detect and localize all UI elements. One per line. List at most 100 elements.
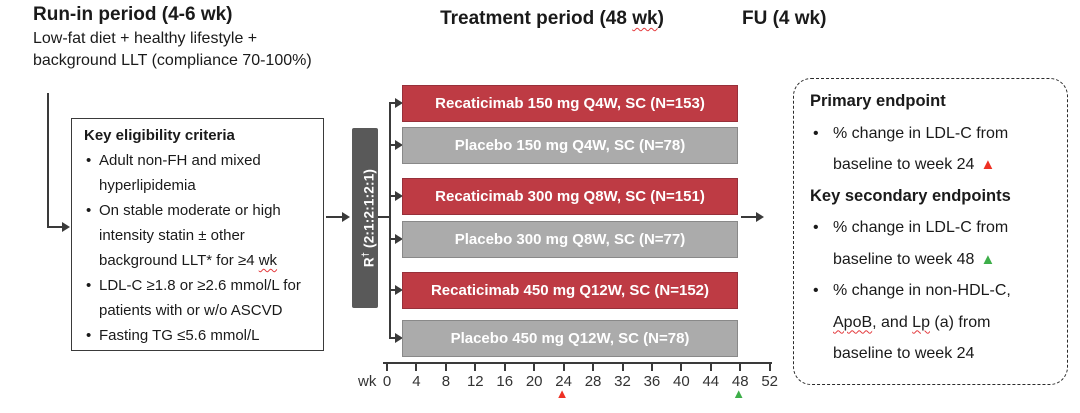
bullet-glyph: • — [813, 219, 819, 236]
eligibility-item-statin: • On stable moderate or high intensity s… — [84, 198, 315, 273]
week-axis: wk 0 4 8 12 16 20 24 28 32 36 40 44 48 52 ▲ ▲ — [358, 362, 780, 412]
axis-tick — [533, 362, 536, 371]
axis-tick-label: 40 — [673, 373, 690, 390]
endpoints-box: Primary endpoint • % change in LDL-C fro… — [793, 78, 1068, 385]
axis-tick-label: 8 — [441, 373, 451, 390]
axis-week24-red-triangle-icon: ▲ — [555, 386, 569, 401]
eligibility-to-r-arrowhead — [342, 212, 350, 222]
runin-arrowhead — [62, 222, 70, 232]
bars-to-endpoints-line — [741, 216, 757, 218]
arm-bar-recaticimab-300: Recaticimab 300 mg Q8W, SC (N=151) — [402, 178, 738, 215]
runin-connector-vline — [47, 93, 49, 228]
axis-tick — [474, 362, 477, 371]
eligibility-line: intensity statin ± other — [99, 227, 245, 244]
endpoint-wavy-word: Lp — [912, 313, 930, 331]
bullet-glyph: • — [86, 277, 92, 294]
primary-endpoint-list: • % change in LDL-C from baseline to wee… — [810, 118, 1055, 181]
axis-tick — [415, 362, 418, 371]
axis-tick — [768, 362, 771, 371]
branch-arrowhead — [395, 191, 403, 201]
arm-label: Placebo 300 mg Q8W, SC (N=77) — [454, 231, 686, 248]
treatment-period-title: Treatment period (48 wk) — [402, 8, 702, 30]
axis-tick — [650, 362, 653, 371]
axis-tick — [680, 362, 683, 371]
green-triangle-icon: ▲ — [980, 250, 996, 268]
followup-period-title: FU (4 wk) — [742, 8, 827, 29]
r-to-branch-line — [378, 216, 390, 218]
runin-period-subtitle: Low-fat diet + healthy lifestyle + backg… — [33, 28, 312, 72]
treatment-title-text: Treatment period (48 — [440, 8, 633, 29]
branch-vline — [389, 103, 391, 339]
axis-tick-label: 24 — [555, 373, 572, 390]
secondary-endpoint-item-apob: • % change in non-HDL-C, ApoB, and Lp (a… — [810, 275, 1055, 370]
endpoint-line: baseline to week 48 ▲ — [833, 244, 1055, 276]
axis-tick-label: 36 — [643, 373, 661, 390]
branch-arrowhead — [395, 333, 403, 343]
axis-tick-label: 28 — [584, 373, 602, 390]
endpoint-line: ApoB, and Lp (a) from — [833, 307, 1055, 339]
treatment-title-close: ) — [657, 8, 664, 29]
endpoint-line-text: (a) from — [929, 313, 991, 331]
axis-tick — [562, 362, 565, 371]
axis-tick-label: 48 — [731, 373, 749, 390]
axis-tick — [503, 362, 506, 371]
runin-period-title: Run-in period (4-6 wk) — [33, 4, 233, 25]
endpoint-wavy-word: ApoB — [833, 313, 873, 331]
axis-tick — [444, 362, 447, 371]
secondary-endpoint-item-ldlc: • % change in LDL-C from baseline to wee… — [810, 212, 1055, 275]
axis-tick — [621, 362, 624, 371]
axis-tick — [386, 362, 388, 371]
axis-tick-label: 12 — [466, 373, 484, 390]
bars-to-endpoints-arrowhead — [756, 212, 764, 222]
arm-bar-recaticimab-150: Recaticimab 150 mg Q4W, SC (N=153) — [402, 85, 738, 122]
axis-tick-label: 4 — [412, 373, 421, 390]
branch-line — [389, 144, 396, 146]
randomization-dagger: † — [360, 251, 370, 258]
eligibility-item-tg: • Fasting TG ≤5.6 mmol/L — [84, 323, 315, 348]
axis-tick-label: 0 — [382, 373, 392, 390]
arm-label: Placebo 150 mg Q4W, SC (N=78) — [454, 137, 686, 154]
eligibility-criteria-box: Key eligibility criteria • Adult non-FH … — [71, 118, 324, 351]
runin-connector-hline — [47, 226, 63, 228]
arm-label: Recaticimab 450 mg Q12W, SC (N=152) — [430, 282, 710, 299]
eligibility-title: Key eligibility criteria — [84, 127, 235, 144]
endpoint-line-text: , and — [872, 313, 913, 331]
branch-line — [389, 102, 396, 104]
axis-week48-green-triangle-icon: ▲ — [732, 386, 746, 401]
endpoint-line-text: baseline to week 24 — [833, 156, 975, 173]
branch-arrowhead — [395, 140, 403, 150]
arm-label: Recaticimab 300 mg Q8W, SC (N=151) — [435, 188, 705, 205]
runin-subtitle-line2: background LLT (compliance 70-100%) — [33, 52, 312, 69]
primary-endpoint-item: • % change in LDL-C from baseline to wee… — [810, 118, 1055, 181]
branch-line — [389, 289, 396, 291]
branch-line — [389, 195, 396, 197]
branch-arrowhead — [395, 98, 403, 108]
bullet-glyph: • — [813, 124, 819, 142]
eligibility-line: hyperlipidemia — [99, 177, 196, 194]
endpoint-line: baseline to week 24 — [833, 345, 975, 362]
arm-bar-placebo-300: Placebo 300 mg Q8W, SC (N=77) — [402, 221, 738, 258]
axis-tick — [592, 362, 595, 371]
bullet-glyph: • — [813, 282, 819, 299]
eligibility-line: Fasting TG ≤5.6 mmol/L — [99, 327, 260, 344]
arm-label: Placebo 450 mg Q12W, SC (N=78) — [450, 330, 690, 347]
eligibility-line: background LLT* for ≥4 wk — [99, 248, 315, 273]
axis-tick — [709, 362, 712, 371]
randomization-ratio: (2:1:2:1:2:1) — [361, 168, 377, 248]
randomization-box: R† (2:1:2:1:2:1) — [352, 128, 378, 308]
eligibility-item-nonfh: • Adult non-FH and mixed hyperlipidemia — [84, 148, 315, 198]
runin-subtitle-line1: Low-fat diet + healthy lifestyle + — [33, 30, 258, 47]
eligibility-line: patients with or w/o ASCVD — [99, 302, 283, 319]
endpoint-line: baseline to week 24 ▲ — [833, 149, 1055, 181]
axis-unit-label: wk — [358, 373, 377, 390]
endpoint-line: % change in LDL-C from — [833, 124, 1009, 142]
secondary-endpoints-title: Key secondary endpoints — [810, 186, 1011, 205]
bullet-glyph: • — [86, 152, 92, 169]
secondary-endpoint-list: • % change in LDL-C from baseline to wee… — [810, 212, 1055, 370]
axis-tick-label: 32 — [614, 373, 631, 390]
randomization-r: R — [361, 257, 377, 268]
randomization-label: R† (2:1:2:1:2:1) — [352, 128, 378, 308]
endpoint-line: % change in LDL-C from — [833, 219, 1009, 236]
eligibility-wavy-word: wk — [258, 252, 278, 269]
